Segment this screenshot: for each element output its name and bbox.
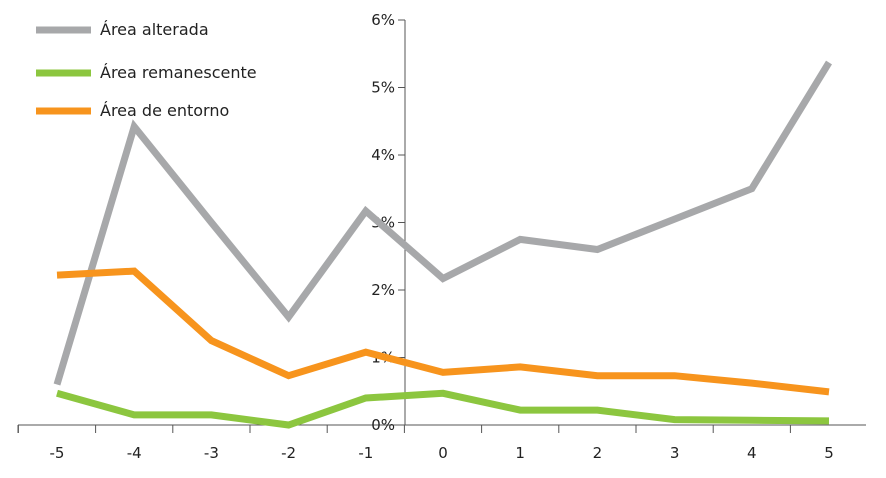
y-tick-label: 2% (371, 281, 395, 299)
x-tick-label: 4 (747, 444, 757, 462)
x-tick-label: -1 (358, 444, 373, 462)
legend-label: Área alterada (100, 20, 209, 39)
series-line-0 (53, 60, 832, 386)
legend: Área alterada Área remanescente Área de en… (36, 20, 257, 120)
y-tick-label: 6% (371, 11, 395, 29)
x-tick-label: 2 (593, 444, 603, 462)
x-tick-label: 0 (438, 444, 448, 462)
x-tick-label: -2 (281, 444, 296, 462)
x-tick-label: -3 (204, 444, 219, 462)
x-tick-label: 5 (824, 444, 834, 462)
y-tick-label: 0% (371, 416, 395, 434)
x-tick-label: -5 (50, 444, 65, 462)
y-tick-label: 5% (371, 79, 395, 97)
series-line-1 (56, 389, 830, 429)
x-tick-label: 3 (670, 444, 680, 462)
legend-label: Área de entorno (100, 101, 229, 120)
y-tick-label: 4% (371, 146, 395, 164)
series-layer (53, 60, 832, 429)
series-line-2 (56, 267, 830, 396)
x-tick-label: -4 (127, 444, 142, 462)
legend-label: Área remanescente (100, 63, 257, 82)
x-tick-label: 1 (515, 444, 525, 462)
